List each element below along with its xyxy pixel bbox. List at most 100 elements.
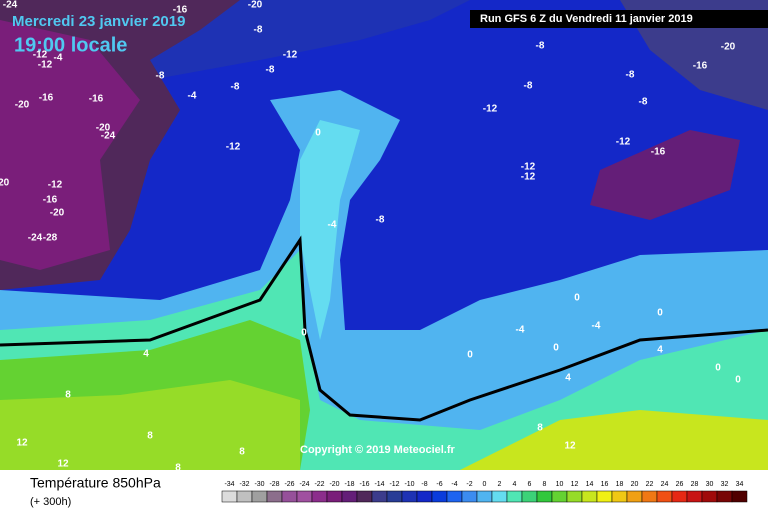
legend-swatch <box>581 490 598 503</box>
contour-label: -12 <box>283 50 298 61</box>
contour-label: -8 <box>524 81 533 92</box>
contour-label: -8 <box>376 215 385 226</box>
legend-swatch <box>701 490 718 503</box>
legend-label: -2 <box>466 481 472 488</box>
legend-swatch <box>401 490 418 503</box>
contour-label: -24 <box>101 131 116 142</box>
contour-label: -8 <box>626 70 635 81</box>
legend-swatch <box>461 490 478 503</box>
legend-swatch <box>641 490 658 503</box>
legend-label: -12 <box>389 481 399 488</box>
contour-label: -4 <box>188 91 197 102</box>
contour-label: -12 <box>38 60 53 71</box>
contour-label: -12 <box>483 104 498 115</box>
legend-swatch <box>221 490 238 503</box>
legend-label: 32 <box>721 481 729 488</box>
contour-label: 0 <box>301 328 307 339</box>
contour-label: -16 <box>651 147 666 158</box>
contour-label: -28 <box>43 233 58 244</box>
contour-label: -8 <box>266 65 275 76</box>
legend-label: -10 <box>404 481 414 488</box>
legend-label: -22 <box>314 481 324 488</box>
legend-swatch <box>341 490 358 503</box>
legend-swatch <box>686 490 703 503</box>
contour-label: -16 <box>39 93 54 104</box>
warm-area <box>0 380 300 470</box>
contour-label: 0 <box>553 343 559 354</box>
contour-label: 4 <box>657 345 663 356</box>
contour-label: 8 <box>147 431 153 442</box>
contour-label: -20 <box>248 0 263 11</box>
contour-label: 12 <box>57 459 69 470</box>
contour-label: -20 <box>50 208 65 219</box>
legend-swatch <box>716 490 733 503</box>
contour-label: -24 <box>3 0 18 11</box>
contour-label: 0 <box>574 293 580 304</box>
legend-swatch <box>266 490 283 503</box>
legend-swatch <box>386 490 403 503</box>
run-banner <box>470 10 768 28</box>
legend-swatch <box>251 490 268 503</box>
legend-swatch <box>731 490 748 503</box>
contour-label: 0 <box>715 363 721 374</box>
legend-label: -14 <box>374 481 384 488</box>
contour-label: 8 <box>175 463 181 474</box>
contour-label: -20 <box>721 42 736 53</box>
legend-swatch <box>536 490 553 503</box>
copyright: Copyright © 2019 Meteociel.fr <box>300 444 456 456</box>
legend-swatch <box>476 490 493 503</box>
legend-swatch <box>371 490 388 503</box>
contour-label: -20 <box>15 100 30 111</box>
legend-swatch <box>431 490 448 503</box>
contour-label: -4 <box>592 321 601 332</box>
legend-label: 22 <box>646 481 654 488</box>
legend-swatch <box>491 490 508 503</box>
legend-swatch <box>596 490 613 503</box>
legend-swatch <box>296 490 313 503</box>
contour-label: -8 <box>639 97 648 108</box>
contour-label: -8 <box>536 41 545 52</box>
contour-label: -4 <box>54 53 63 64</box>
legend-label: 20 <box>631 481 639 488</box>
footer-subtitle: (+ 300h) <box>30 496 71 508</box>
legend-swatch <box>506 490 523 503</box>
legend-label: -32 <box>239 481 249 488</box>
contour-label: 0 <box>657 308 663 319</box>
contour-label: -16 <box>89 94 104 105</box>
contour-label: -20 <box>0 178 10 189</box>
legend-label: 12 <box>571 481 579 488</box>
legend-label: -28 <box>269 481 279 488</box>
cold-area <box>0 20 140 270</box>
legend-label: -18 <box>344 481 354 488</box>
contour-label: 0 <box>467 350 473 361</box>
legend-swatch <box>626 490 643 503</box>
contour-label: 8 <box>65 390 71 401</box>
contour-label: -12 <box>616 137 631 148</box>
legend-swatch <box>671 490 688 503</box>
legend-label: -4 <box>451 481 457 488</box>
footer-title: Température 850hPa <box>30 475 161 491</box>
legend-label: 2 <box>498 481 502 488</box>
contour-label: -4 <box>328 220 337 231</box>
contour-label: -8 <box>156 71 165 82</box>
legend-label: 10 <box>556 481 564 488</box>
legend-label: 14 <box>586 481 594 488</box>
legend-label: 26 <box>676 481 684 488</box>
contour-label: -4 <box>516 325 525 336</box>
legend-label: 28 <box>691 481 699 488</box>
contour-label: -8 <box>254 25 263 36</box>
legend-label: 30 <box>706 481 714 488</box>
run-label: Run GFS 6 Z du Vendredi 11 janvier 2019 <box>480 13 693 25</box>
legend-swatch <box>356 490 373 503</box>
contour-label: 8 <box>239 447 245 458</box>
legend-swatch <box>566 490 583 503</box>
contour-label: -20 <box>96 123 111 134</box>
contour-label: 4 <box>143 349 149 360</box>
legend-label: 4 <box>513 481 517 488</box>
legend-swatch <box>416 490 433 503</box>
contour-label: -16 <box>693 61 708 72</box>
contour-label: -8 <box>231 82 240 93</box>
zero-isotherm <box>0 235 768 422</box>
contour-label: -16 <box>43 195 58 206</box>
